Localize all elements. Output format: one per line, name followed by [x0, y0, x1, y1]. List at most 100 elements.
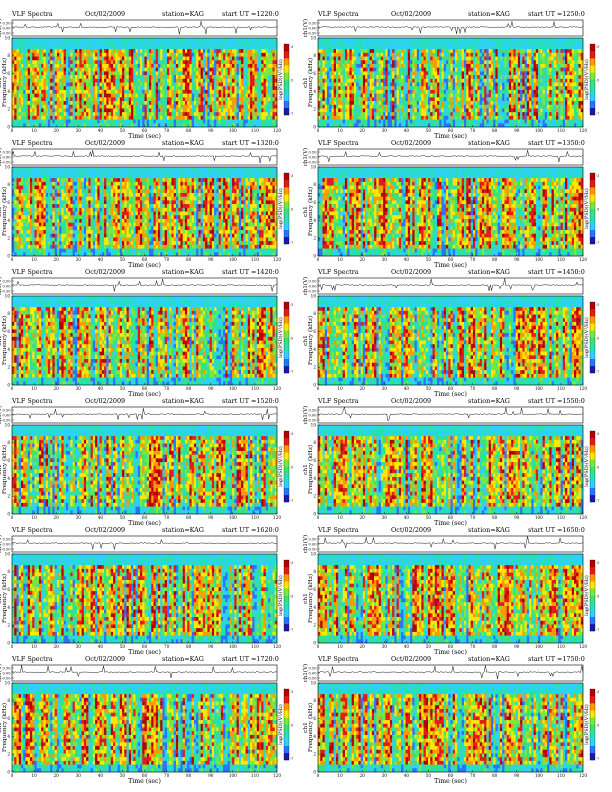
heatmap-cell [342, 115, 346, 120]
heatmap-cell [198, 49, 201, 54]
heatmap-cell [142, 108, 145, 113]
heatmap-cell [322, 63, 325, 68]
heatmap-cell [34, 75, 37, 79]
heatmap-cell [104, 41, 107, 46]
heatmap-cell [236, 123, 240, 128]
heatmap-cell [405, 101, 409, 105]
heatmap-cell [59, 97, 62, 102]
heatmap-cell [340, 75, 343, 79]
heatmap-cell [32, 56, 35, 61]
heatmap-cell [252, 52, 255, 57]
heatmap-cell [461, 89, 465, 94]
heatmap-cell [142, 104, 145, 109]
heatmap-cell [97, 41, 100, 46]
heatmap-cell [99, 93, 103, 98]
heatmap-cell [378, 38, 382, 42]
heatmap-cell [32, 75, 35, 79]
heatmap-cell [425, 82, 429, 87]
heatmap-cell [113, 41, 116, 46]
heatmap-cell [229, 60, 233, 65]
heatmap-cell [265, 41, 269, 46]
heatmap-cell [437, 97, 440, 102]
heatmap-cell [477, 52, 480, 57]
heatmap-cell [353, 41, 357, 46]
heatmap-cell [488, 49, 492, 54]
heatmap-cell [38, 108, 42, 113]
heatmap-cell [155, 38, 159, 42]
heatmap-cell [38, 93, 42, 98]
heatmap-cell [160, 108, 163, 113]
heatmap-cell [434, 101, 438, 105]
heatmap-cell [142, 60, 145, 65]
heatmap-cell [342, 104, 346, 109]
heatmap-cell [459, 75, 462, 79]
heatmap-cell [86, 123, 89, 128]
heatmap-cell [207, 75, 210, 79]
heatmap-cell [148, 75, 152, 79]
heatmap-cell [119, 45, 123, 50]
heatmap-cell [68, 38, 71, 42]
heatmap-cell [119, 86, 123, 91]
heatmap-cell [211, 38, 215, 42]
heatmap-cell [450, 78, 453, 83]
heatmap-cell [365, 101, 368, 105]
heatmap-cell [142, 89, 145, 94]
heatmap-cell [187, 101, 190, 105]
heatmap-cell [326, 45, 330, 50]
heatmap-cell [410, 45, 413, 50]
heatmap-cell [347, 49, 350, 54]
heatmap-cell [175, 45, 179, 50]
heatmap-cell [428, 71, 431, 76]
heatmap-cell [490, 75, 494, 79]
heatmap-cell [153, 41, 156, 46]
heatmap-cell [166, 82, 170, 87]
heatmap-cell [241, 67, 244, 72]
heatmap-cell [495, 45, 498, 50]
heatmap-cell [77, 86, 80, 91]
heatmap-cell [410, 112, 413, 117]
heatmap-cell [419, 97, 422, 102]
heatmap-cell [178, 41, 181, 46]
heatmap-cell [128, 75, 132, 79]
heatmap-cell [272, 89, 275, 94]
heatmap-cell [18, 108, 22, 113]
heatmap-cell [439, 86, 442, 91]
heatmap-cell [459, 60, 462, 65]
heatmap-cell [223, 89, 226, 94]
heatmap-cell [468, 86, 471, 91]
heatmap-cell [214, 78, 217, 83]
heatmap-cell [428, 82, 431, 87]
heatmap-cell [320, 49, 323, 54]
heatmap-cell [502, 97, 505, 102]
heatmap-cell [79, 104, 82, 109]
heatmap-cell [488, 71, 492, 76]
heatmap-cell [493, 75, 496, 79]
heatmap-cell [274, 78, 278, 83]
heatmap-cell [326, 112, 330, 117]
heatmap-cell [499, 52, 503, 57]
heatmap-cell [79, 119, 82, 124]
heatmap-cell [232, 78, 235, 83]
heatmap-cell [214, 71, 217, 76]
waveform-tick-label: 0.50 [2, 21, 11, 25]
heatmap-cell [65, 38, 69, 42]
heatmap-cell [106, 112, 109, 117]
heatmap-cell [135, 67, 138, 72]
heatmap-cell [499, 71, 503, 76]
heatmap-cell [45, 115, 49, 120]
heatmap-cell [245, 86, 249, 91]
heatmap-cell [106, 93, 109, 98]
heatmap-cell [229, 75, 233, 79]
heatmap-cell [148, 97, 152, 102]
heatmap-cell [432, 93, 435, 98]
heatmap-cell [191, 38, 195, 42]
heatmap-cell [117, 115, 120, 120]
heatmap-cell [23, 45, 26, 50]
heatmap-cell [108, 38, 112, 42]
heatmap-cell [232, 41, 235, 46]
heatmap-cell [63, 119, 67, 124]
heatmap-cell [137, 86, 141, 91]
heatmap-cell [414, 63, 418, 68]
heatmap-cell [184, 56, 188, 61]
heatmap-cell [110, 67, 114, 72]
